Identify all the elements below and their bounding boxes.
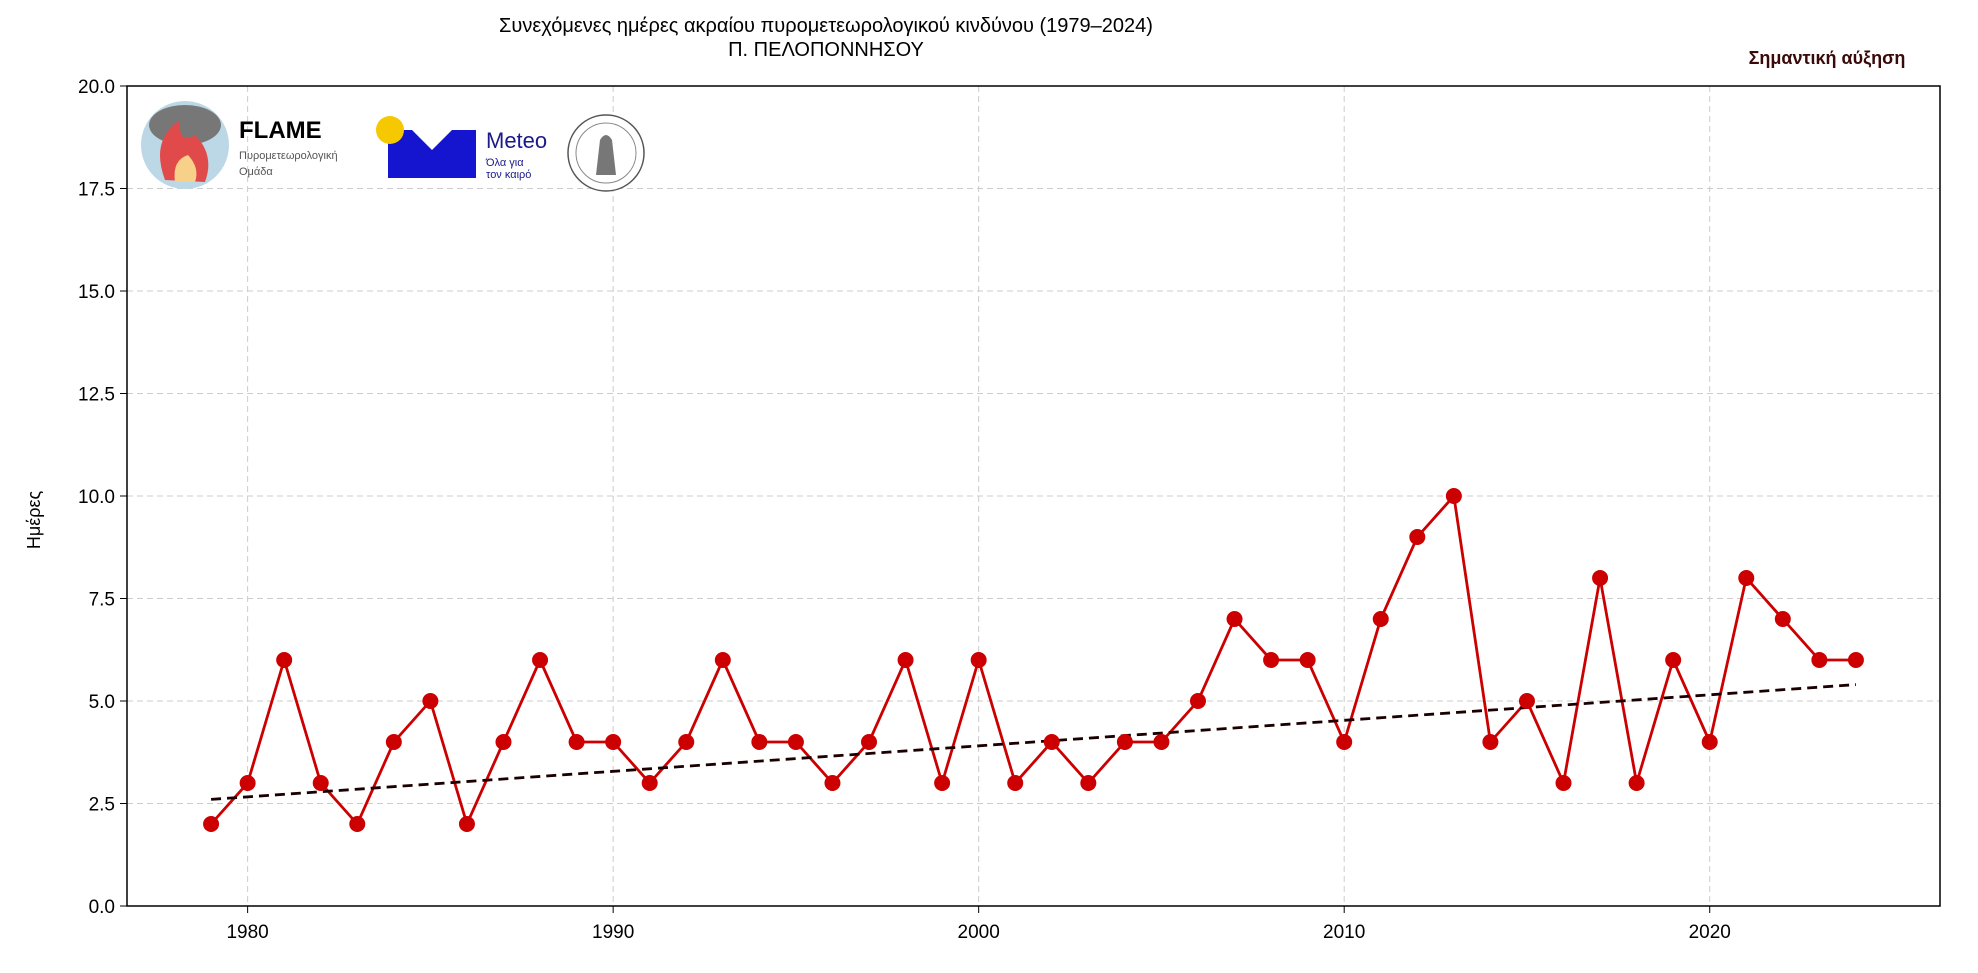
data-point — [1665, 652, 1682, 668]
x-tick-label: 2010 — [1323, 922, 1365, 943]
flame-logo: FLAME Πυρομετεωρολογική Ομάδα — [141, 101, 338, 189]
data-point — [1116, 734, 1133, 750]
data-point — [349, 816, 366, 832]
y-tick-label: 7.5 — [89, 590, 115, 611]
y-tick-label: 5.0 — [89, 692, 115, 713]
data-point — [1847, 652, 1864, 668]
data-point — [897, 652, 914, 668]
data-point — [1189, 693, 1206, 709]
data-point — [422, 693, 439, 709]
trend-line — [210, 683, 1857, 801]
data-point — [532, 652, 549, 668]
x-tick-label: 1990 — [592, 922, 634, 943]
trend-annotation: Σημαντική αύξηση — [1749, 48, 1906, 69]
chart-subtitle: Π. ΠΕΛΟΠΟΝΝΗΣΟΥ — [728, 39, 924, 61]
observatory-seal-logo — [567, 114, 645, 192]
data-point — [203, 816, 220, 832]
data-point — [1007, 775, 1024, 791]
data-point — [276, 652, 293, 668]
data-point — [385, 734, 402, 750]
data-point — [1482, 734, 1499, 750]
data-point — [495, 734, 512, 750]
meteo-title: Meteo — [486, 128, 547, 153]
data-point — [1592, 570, 1609, 586]
logos: FLAME Πυρομετεωρολογική Ομάδα Meteo Όλα … — [141, 101, 645, 192]
data-point — [1336, 734, 1353, 750]
data-point — [1226, 611, 1243, 627]
x-tick-label: 2020 — [1689, 922, 1731, 943]
flame-subtitle-2: Ομάδα — [239, 166, 273, 178]
data-point — [1153, 734, 1170, 750]
data-point — [1445, 488, 1462, 504]
y-tick-label: 2.5 — [89, 795, 115, 816]
data-point — [1701, 734, 1718, 750]
data-point — [1299, 652, 1316, 668]
data-point — [641, 775, 658, 791]
y-tick-label: 17.5 — [78, 180, 115, 201]
data-point — [1628, 775, 1645, 791]
data-point — [824, 775, 841, 791]
data-point — [1518, 693, 1535, 709]
data-point — [1263, 652, 1280, 668]
data-point — [678, 734, 695, 750]
data-point — [1372, 611, 1389, 627]
data-point — [1738, 570, 1755, 586]
y-tick-label: 20.0 — [78, 77, 115, 98]
data-point — [605, 734, 622, 750]
data-point — [934, 775, 951, 791]
y-axis-label: Ημέρες — [24, 491, 44, 550]
flame-subtitle: Πυρομετεωρολογική — [239, 150, 338, 162]
meteo-logo: Meteo Όλα για τον καιρό — [376, 116, 547, 181]
flame-title: FLAME — [239, 117, 322, 144]
data-point — [312, 775, 329, 791]
plot-frame — [126, 85, 1941, 907]
x-tick-label: 1980 — [226, 922, 268, 943]
data-point — [787, 734, 804, 750]
chart-title: Συνεχόμενες ημέρες ακραίου πυρομετεωρολο… — [499, 15, 1153, 37]
y-tick-label: 10.0 — [78, 487, 115, 508]
meteo-subtitle-2: τον καιρό — [486, 169, 531, 181]
data-point — [1555, 775, 1572, 791]
series-line — [210, 492, 1856, 829]
data-point — [1811, 652, 1828, 668]
data-point — [714, 652, 731, 668]
data-point — [1409, 529, 1426, 545]
data-point — [1043, 734, 1060, 750]
y-tick-label: 12.5 — [78, 385, 115, 406]
data-point — [751, 734, 768, 750]
data-point — [861, 734, 878, 750]
meteo-subtitle: Όλα για — [485, 157, 524, 169]
data-point — [1774, 611, 1791, 627]
x-tick-label: 2000 — [958, 922, 1000, 943]
y-tick-label: 15.0 — [78, 282, 115, 303]
data-point — [239, 775, 256, 791]
y-tick-label: 0.0 — [89, 897, 115, 918]
data-point — [970, 652, 987, 668]
data-point — [1080, 775, 1097, 791]
data-point — [568, 734, 585, 750]
data-point — [458, 816, 475, 832]
